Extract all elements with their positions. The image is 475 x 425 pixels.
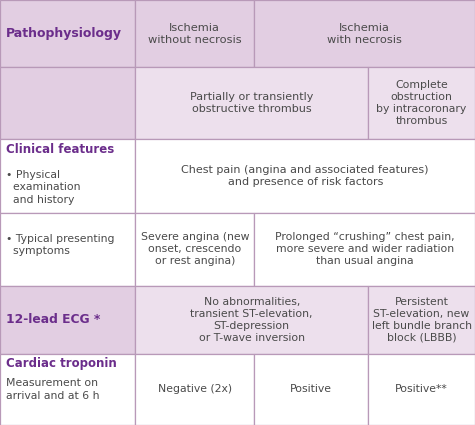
FancyBboxPatch shape [135, 286, 368, 354]
Text: Negative (2x): Negative (2x) [158, 384, 232, 394]
Text: • Physical
  examination
  and history: • Physical examination and history [6, 170, 80, 205]
Text: Partially or transiently
obstructive thrombus: Partially or transiently obstructive thr… [190, 92, 314, 114]
Text: Ischemia
without necrosis: Ischemia without necrosis [148, 23, 242, 45]
FancyBboxPatch shape [135, 212, 254, 286]
Text: Clinical features: Clinical features [6, 143, 114, 156]
FancyBboxPatch shape [368, 286, 475, 354]
Text: Ischemia
with necrosis: Ischemia with necrosis [327, 23, 402, 45]
FancyBboxPatch shape [135, 67, 368, 139]
Text: Severe angina (new
onset, crescendo
or rest angina): Severe angina (new onset, crescendo or r… [141, 232, 249, 266]
Text: No abnormalities,
transient ST-elevation,
ST-depression
or T-wave inversion: No abnormalities, transient ST-elevation… [190, 297, 313, 343]
FancyBboxPatch shape [0, 212, 135, 286]
FancyBboxPatch shape [0, 0, 135, 67]
Text: Persistent
ST-elevation, new
left bundle branch
block (LBBB): Persistent ST-elevation, new left bundle… [371, 297, 472, 343]
FancyBboxPatch shape [135, 0, 254, 67]
FancyBboxPatch shape [368, 67, 475, 139]
FancyBboxPatch shape [254, 0, 475, 67]
FancyBboxPatch shape [0, 354, 135, 425]
FancyBboxPatch shape [368, 354, 475, 425]
Text: 12-lead ECG *: 12-lead ECG * [6, 313, 100, 326]
Text: Chest pain (angina and associated features)
and presence of risk factors: Chest pain (angina and associated featur… [181, 165, 429, 187]
Text: Cardiac troponin: Cardiac troponin [6, 357, 116, 370]
Text: Complete
obstruction
by intracoronary
thrombus: Complete obstruction by intracoronary th… [376, 80, 466, 126]
FancyBboxPatch shape [135, 354, 254, 425]
Text: Positive**: Positive** [395, 384, 448, 394]
FancyBboxPatch shape [135, 139, 475, 212]
Text: Prolonged “crushing” chest pain,
more severe and wider radiation
than usual angi: Prolonged “crushing” chest pain, more se… [275, 232, 455, 266]
Text: Pathophysiology: Pathophysiology [6, 27, 122, 40]
Text: Positive: Positive [290, 384, 332, 394]
FancyBboxPatch shape [254, 354, 368, 425]
FancyBboxPatch shape [254, 212, 475, 286]
FancyBboxPatch shape [0, 286, 135, 354]
FancyBboxPatch shape [0, 67, 135, 139]
Text: • Typical presenting
  symptoms: • Typical presenting symptoms [6, 234, 114, 256]
Text: Measurement on
arrival and at 6 h: Measurement on arrival and at 6 h [6, 378, 99, 401]
FancyBboxPatch shape [0, 139, 135, 212]
